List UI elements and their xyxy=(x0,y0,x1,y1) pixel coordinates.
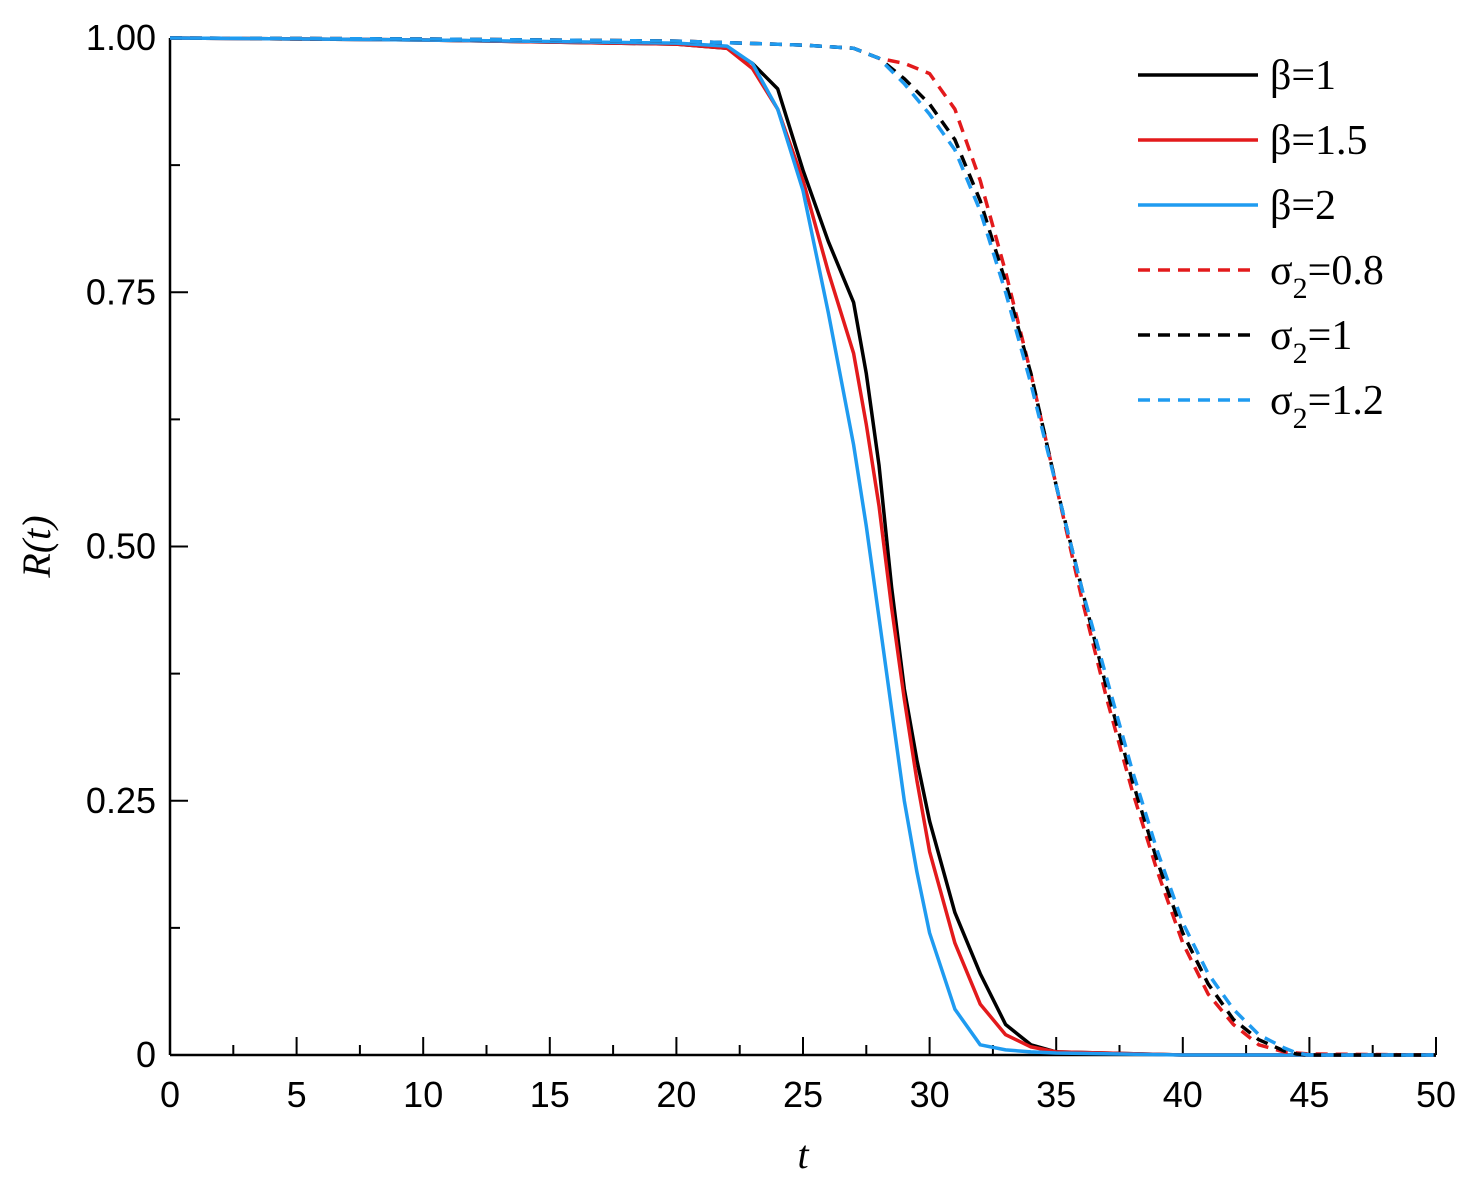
y-tick-label: 0.25 xyxy=(86,780,156,821)
series-layer xyxy=(169,36,1437,1057)
legend-label: σ2=1.2 xyxy=(1270,378,1384,435)
legend-label: σ2=0.8 xyxy=(1270,248,1384,305)
x-tick-label: 25 xyxy=(783,1074,823,1115)
x-tick-label: 35 xyxy=(1036,1074,1076,1115)
legend-label: β=1.5 xyxy=(1270,118,1368,164)
x-tick-label: 40 xyxy=(1163,1074,1203,1115)
x-tick-label: 15 xyxy=(530,1074,570,1115)
x-tick-label: 45 xyxy=(1289,1074,1329,1115)
x-tick-label: 30 xyxy=(910,1074,950,1115)
y-tick-label: 0 xyxy=(136,1034,156,1075)
series-line-3 xyxy=(169,36,1436,1057)
y-tick-label: 0.50 xyxy=(86,526,156,567)
x-tick-label: 50 xyxy=(1416,1074,1456,1115)
series-line-6 xyxy=(169,36,1436,1057)
legend-label: σ2=1 xyxy=(1270,313,1352,370)
y-tick-label: 0.75 xyxy=(86,271,156,312)
legend-label: β=2 xyxy=(1270,183,1336,229)
series-line-2 xyxy=(169,36,1436,1057)
axes-layer: 0 5 10 15 20 25 30 35 40 45 50 0 0.25 0.50 0.75 1.00 xyxy=(86,17,1456,1115)
x-tick-label: 20 xyxy=(656,1074,696,1115)
x-axis-title: t xyxy=(797,1132,809,1177)
x-tick-label: 10 xyxy=(403,1074,443,1115)
x-tick-label: 5 xyxy=(287,1074,307,1115)
y-tick-label: 1.00 xyxy=(86,17,156,58)
legend: β=1 β=1.5 β=2 σ2=0.8 σ2=1 σ2=1.2 xyxy=(1138,53,1384,435)
x-tick-label: 0 xyxy=(160,1074,180,1115)
y-axis-title: R(t) xyxy=(14,515,59,578)
legend-label: β=1 xyxy=(1270,53,1336,99)
